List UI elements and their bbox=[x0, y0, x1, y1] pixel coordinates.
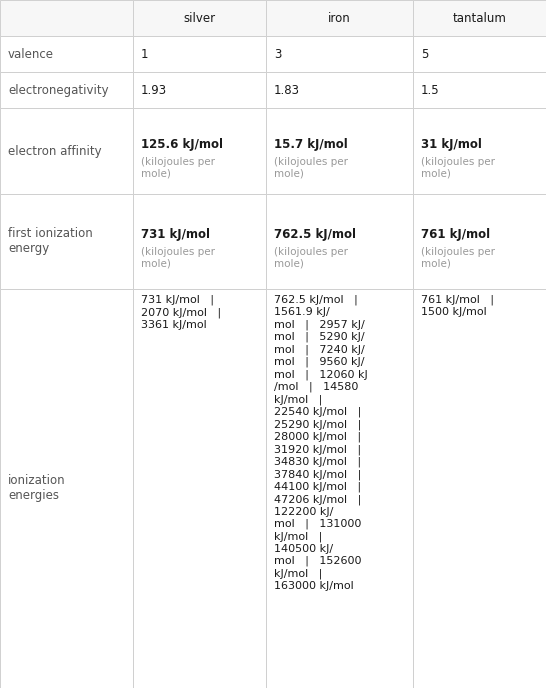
Text: 761 kJ/mol: 761 kJ/mol bbox=[421, 228, 490, 241]
Text: 125.6 kJ/mol: 125.6 kJ/mol bbox=[141, 138, 223, 151]
Bar bbox=[0, 108, 133, 194]
Text: ionization
energies: ionization energies bbox=[8, 475, 66, 502]
Text: first ionization
energy: first ionization energy bbox=[8, 227, 93, 255]
Bar bbox=[266, 72, 413, 108]
Bar bbox=[413, 194, 546, 289]
Bar bbox=[266, 0, 413, 36]
Text: (kilojoules per
mole): (kilojoules per mole) bbox=[141, 248, 215, 269]
Bar bbox=[266, 36, 413, 72]
Text: 731 kJ/mol   |
2070 kJ/mol   |
3361 kJ/mol: 731 kJ/mol | 2070 kJ/mol | 3361 kJ/mol bbox=[141, 295, 221, 330]
Text: 762.5 kJ/mol   |
1561.9 kJ/
mol   |   2957 kJ/
mol   |   5290 kJ/
mol   |   7240: 762.5 kJ/mol | 1561.9 kJ/ mol | 2957 kJ/… bbox=[274, 295, 368, 591]
Bar bbox=[413, 289, 546, 688]
Bar bbox=[133, 72, 266, 108]
Text: 1.93: 1.93 bbox=[141, 84, 167, 97]
Text: 31 kJ/mol: 31 kJ/mol bbox=[421, 138, 482, 151]
Text: 731 kJ/mol: 731 kJ/mol bbox=[141, 228, 210, 241]
Bar bbox=[0, 36, 133, 72]
Bar bbox=[0, 0, 133, 36]
Bar bbox=[0, 194, 133, 289]
Text: electron affinity: electron affinity bbox=[8, 144, 102, 158]
Text: (kilojoules per
mole): (kilojoules per mole) bbox=[421, 248, 495, 269]
Text: (kilojoules per
mole): (kilojoules per mole) bbox=[274, 248, 348, 269]
Text: 761 kJ/mol   |
1500 kJ/mol: 761 kJ/mol | 1500 kJ/mol bbox=[421, 295, 494, 317]
Bar bbox=[133, 194, 266, 289]
Text: 1.5: 1.5 bbox=[421, 84, 440, 97]
Bar bbox=[133, 36, 266, 72]
Bar bbox=[413, 36, 546, 72]
Text: iron: iron bbox=[328, 12, 351, 25]
Bar bbox=[413, 72, 546, 108]
Bar bbox=[133, 289, 266, 688]
Text: 1: 1 bbox=[141, 47, 149, 61]
Bar bbox=[266, 194, 413, 289]
Bar bbox=[0, 72, 133, 108]
Text: 762.5 kJ/mol: 762.5 kJ/mol bbox=[274, 228, 356, 241]
Text: 15.7 kJ/mol: 15.7 kJ/mol bbox=[274, 138, 348, 151]
Text: 3: 3 bbox=[274, 47, 281, 61]
Bar bbox=[133, 0, 266, 36]
Text: electronegativity: electronegativity bbox=[8, 84, 109, 97]
Text: (kilojoules per
mole): (kilojoules per mole) bbox=[141, 157, 215, 179]
Text: 1.83: 1.83 bbox=[274, 84, 300, 97]
Text: (kilojoules per
mole): (kilojoules per mole) bbox=[274, 157, 348, 179]
Text: tantalum: tantalum bbox=[453, 12, 507, 25]
Bar bbox=[133, 108, 266, 194]
Text: 5: 5 bbox=[421, 47, 429, 61]
Text: (kilojoules per
mole): (kilojoules per mole) bbox=[421, 157, 495, 179]
Text: silver: silver bbox=[183, 12, 216, 25]
Bar bbox=[413, 0, 546, 36]
Bar bbox=[266, 289, 413, 688]
Bar bbox=[266, 108, 413, 194]
Bar bbox=[413, 108, 546, 194]
Text: valence: valence bbox=[8, 47, 54, 61]
Bar bbox=[0, 289, 133, 688]
